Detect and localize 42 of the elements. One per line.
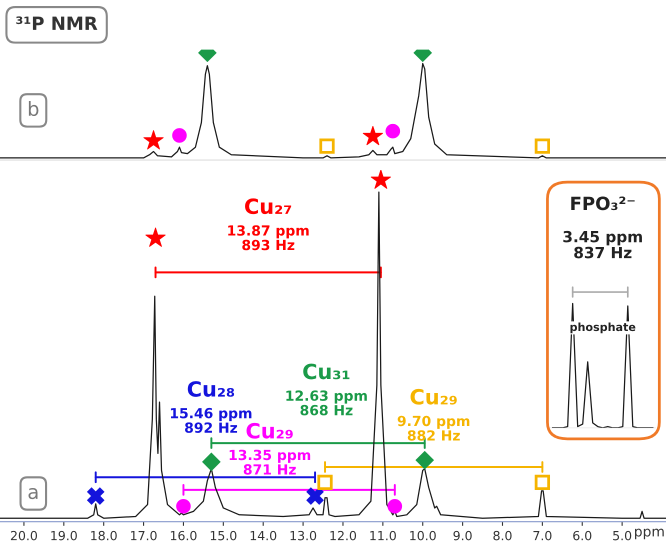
x-tick-label: 10.0	[410, 530, 436, 540]
x-tick-label: 14.0	[250, 530, 276, 540]
x-tick-label: 16.0	[170, 530, 197, 540]
point	[362, 126, 384, 146]
x-tick-label: 8.0	[493, 530, 512, 540]
annotation: b	[28, 100, 38, 116]
annotation: 3.45 ppm 837 Hz	[563, 230, 642, 258]
x-tick-label: 5.0	[613, 530, 632, 540]
annotation: Cu₂₉ 9.70 ppm 882 Hz	[398, 388, 470, 441]
point	[317, 474, 333, 490]
x-tick-label: 19.0	[51, 530, 77, 540]
point	[202, 452, 221, 472]
annotation: Cu₃₁ 12.63 ppm 868 Hz	[286, 364, 367, 416]
annotation: Cu₂₇ 13.87 ppm 893 Hz	[228, 198, 309, 250]
x-tick-label: 6.0	[573, 530, 592, 540]
point	[416, 450, 434, 470]
x-tick-label: 17.0	[131, 530, 157, 540]
point	[370, 170, 392, 189]
x-tick-label: 20.0	[10, 530, 38, 540]
x-axis-title: ppm	[635, 528, 664, 540]
annotation: a	[28, 488, 38, 500]
x-tick-label: 11.0	[370, 530, 396, 540]
chart-title: ³¹P NMR	[16, 16, 98, 30]
point	[534, 138, 550, 154]
x-tick-label: 12.0	[330, 530, 356, 540]
x-tick-label: 15.0	[210, 530, 236, 540]
point	[172, 128, 187, 143]
x-tick-label: 13.0	[290, 530, 316, 540]
point	[534, 474, 550, 490]
annotation: phosphate	[570, 322, 636, 334]
x-tick-label: 18.0	[91, 530, 117, 540]
point	[176, 498, 191, 514]
chart-title: FPO₃²⁻	[571, 196, 635, 210]
point	[145, 227, 166, 247]
point	[306, 487, 324, 505]
point	[319, 138, 335, 154]
point	[388, 498, 402, 514]
point	[87, 487, 104, 505]
point	[386, 124, 400, 138]
x-tick-label: 7.0	[533, 530, 552, 540]
x-tick-label: 9.0	[453, 530, 472, 540]
point	[143, 130, 164, 150]
